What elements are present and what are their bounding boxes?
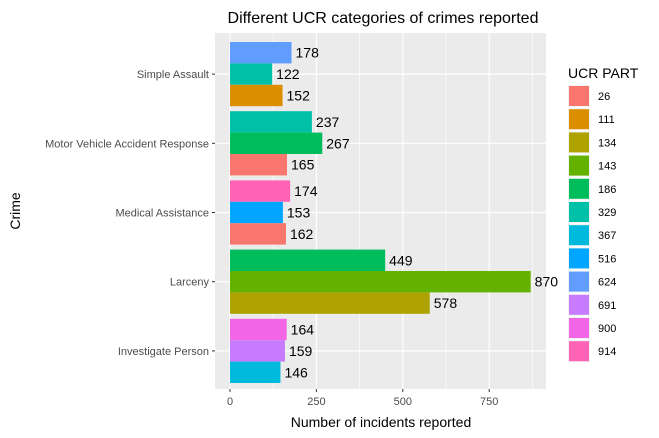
y-axis: Simple Assault Motor Vehicle Accident Res… [45, 69, 215, 358]
y-tick-label: Simple Assault [137, 69, 209, 81]
y-axis-title: Crime [7, 192, 23, 230]
bar [230, 361, 281, 383]
bar [230, 340, 285, 362]
legend-label: 329 [598, 207, 616, 219]
legend-label: 900 [598, 323, 616, 335]
legend-swatch [569, 155, 589, 176]
legend: UCR PART 26 111 134 143 186 329 367 516 624 691 90… [568, 65, 639, 363]
bar [230, 318, 287, 341]
x-tick-label: 0 [227, 396, 233, 408]
bars [230, 42, 531, 383]
bar [230, 180, 291, 202]
legend-items: 26 111 134 143 186 329 367 516 624 691 900 914 [568, 85, 616, 363]
legend-label: 516 [598, 253, 616, 265]
legend-label: 186 [598, 184, 616, 196]
bar [230, 84, 283, 107]
bar-value-label: 165 [291, 157, 315, 173]
legend-swatch [569, 271, 589, 292]
bar [230, 201, 283, 224]
bar-value-label: 870 [535, 274, 559, 290]
legend-label: 914 [598, 346, 616, 358]
legend-swatch [569, 294, 589, 315]
bar [230, 249, 386, 271]
bar-value-label: 449 [389, 252, 413, 268]
bar [230, 42, 292, 64]
legend-label: 624 [598, 277, 616, 289]
legend-label: 691 [598, 300, 616, 312]
x-axis-title: Number of incidents reported [291, 414, 472, 430]
bar [230, 223, 286, 245]
y-tick-label: Investigate Person [118, 346, 209, 358]
legend-label: 367 [598, 230, 616, 242]
bar-value-label: 159 [289, 343, 313, 359]
bar [230, 111, 312, 133]
legend-title: UCR PART [568, 65, 639, 81]
x-tick-label: 750 [480, 396, 498, 408]
bar-value-label: 578 [434, 295, 458, 311]
x-axis: 0 250 500 750 [227, 389, 498, 408]
legend-swatch [569, 341, 589, 362]
bar-value-label: 178 [296, 45, 320, 61]
y-tick-label: Motor Vehicle Accident Response [45, 138, 209, 150]
chart-title: Different UCR categories of crimes repor… [228, 10, 539, 27]
bar [230, 132, 323, 154]
legend-label: 26 [598, 91, 610, 103]
bar-value-label: 267 [326, 135, 350, 151]
y-tick-label: Medical Assistance [115, 208, 209, 220]
x-tick-label: 500 [394, 396, 412, 408]
bar [230, 154, 288, 176]
bar-value-label: 174 [294, 183, 318, 199]
legend-swatch [569, 132, 589, 153]
bar-value-label: 237 [316, 114, 340, 130]
bar-value-label: 162 [290, 226, 314, 242]
legend-swatch [569, 318, 589, 338]
legend-label: 111 [598, 114, 615, 126]
bar-value-label: 122 [276, 66, 300, 82]
legend-label: 143 [598, 161, 616, 173]
bar-value-label: 146 [284, 364, 308, 380]
x-tick-label: 250 [307, 396, 325, 408]
legend-swatch [569, 225, 589, 246]
legend-swatch [569, 178, 589, 199]
legend-label: 134 [598, 137, 616, 149]
legend-swatch [569, 248, 589, 269]
legend-swatch [569, 202, 589, 222]
legend-swatch [569, 109, 589, 130]
bar-labels: 178 122 152 237 267 165 174 153 162 449 870 578 164 1… [276, 45, 558, 381]
bar-value-label: 153 [287, 205, 311, 221]
y-tick-label: Larceny [170, 277, 210, 289]
bar [230, 63, 273, 85]
bar-value-label: 152 [287, 88, 311, 104]
bar-value-label: 164 [291, 322, 315, 338]
bar [230, 292, 430, 314]
legend-swatch [569, 86, 589, 106]
bar [230, 271, 531, 293]
